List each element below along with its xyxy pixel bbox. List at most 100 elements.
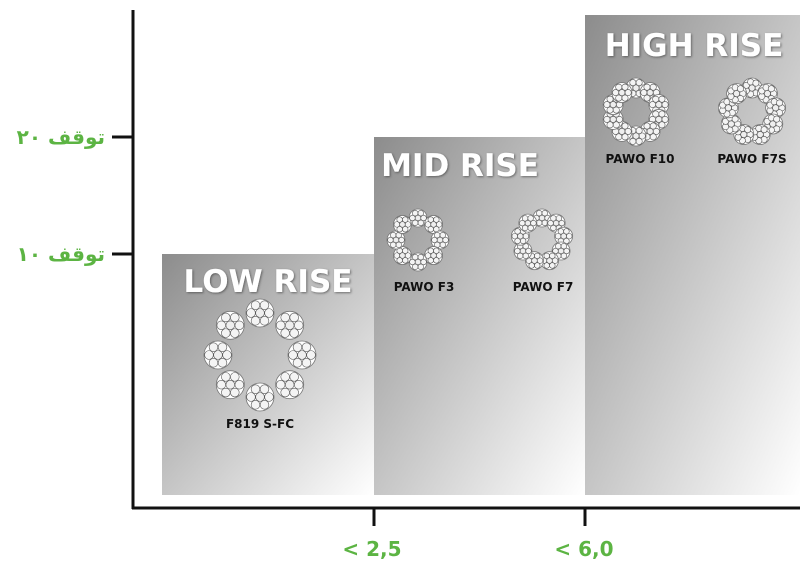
- wire: [427, 216, 434, 223]
- rope-label: PAWO F7: [513, 280, 574, 294]
- wire: [612, 121, 620, 129]
- wire: [285, 380, 295, 390]
- wire: [404, 221, 412, 228]
- wire: [530, 220, 537, 227]
- wire: [395, 241, 402, 248]
- wire: [767, 85, 775, 93]
- wire: [216, 320, 226, 330]
- wire: [230, 328, 240, 338]
- wire: [527, 224, 534, 232]
- block-mid: [374, 137, 585, 495]
- wire: [417, 263, 424, 270]
- wire: [649, 101, 656, 109]
- wire: [417, 210, 424, 217]
- wire: [398, 236, 405, 244]
- wire: [563, 247, 570, 255]
- wire: [294, 380, 304, 390]
- wire: [292, 358, 303, 368]
- wire: [773, 115, 781, 123]
- wire: [402, 247, 409, 254]
- wire: [560, 243, 567, 250]
- wire: [525, 247, 532, 255]
- wire: [528, 262, 535, 269]
- wire: [420, 214, 427, 222]
- wire: [543, 252, 550, 259]
- wire: [230, 372, 240, 382]
- wire: [402, 216, 409, 223]
- wire: [615, 94, 623, 102]
- wire: [603, 115, 611, 123]
- wire: [409, 258, 416, 266]
- wire: [225, 380, 235, 390]
- wire: [519, 220, 526, 227]
- wire: [547, 220, 554, 227]
- x-label: < 2,5: [342, 537, 401, 561]
- wire: [643, 83, 651, 91]
- wire: [543, 262, 550, 269]
- wire: [402, 226, 409, 233]
- wire: [427, 226, 434, 233]
- wire: [635, 127, 643, 134]
- wire: [433, 247, 440, 254]
- wire: [557, 228, 564, 235]
- wire: [221, 328, 231, 338]
- rope-icon: [717, 77, 787, 145]
- block-title: MID RISE: [381, 148, 539, 184]
- wire: [776, 99, 783, 107]
- wire: [234, 380, 245, 390]
- wire: [643, 94, 651, 102]
- rope-label: PAWO F7S: [717, 152, 786, 166]
- wire: [521, 215, 529, 222]
- wire: [221, 312, 231, 323]
- wire: [638, 132, 646, 140]
- wire: [402, 257, 409, 264]
- wire: [514, 228, 521, 235]
- wire: [549, 262, 556, 269]
- wire: [427, 257, 434, 264]
- wire: [606, 95, 614, 103]
- wire: [521, 224, 529, 232]
- wire: [658, 121, 666, 129]
- wire: [433, 257, 440, 264]
- wire: [536, 257, 544, 264]
- wire: [520, 237, 527, 245]
- wire: [652, 95, 660, 103]
- wire: [387, 236, 394, 244]
- wire: [246, 308, 256, 318]
- wire: [221, 372, 231, 382]
- wire: [522, 233, 530, 240]
- wire: [217, 358, 228, 368]
- wire: [259, 384, 270, 394]
- wire: [234, 320, 245, 330]
- wire: [297, 350, 307, 360]
- wire: [225, 320, 235, 330]
- wire: [412, 219, 419, 226]
- wire: [624, 89, 632, 97]
- wire: [280, 328, 290, 338]
- wire: [250, 316, 261, 326]
- rope-icon: [386, 208, 450, 272]
- wire: [289, 372, 299, 382]
- wire: [434, 232, 441, 239]
- wire: [551, 257, 559, 264]
- wire: [204, 350, 214, 360]
- wire: [527, 215, 534, 222]
- wire: [208, 342, 219, 352]
- wire: [661, 115, 669, 123]
- wire: [737, 85, 744, 93]
- wire: [289, 387, 299, 398]
- wire: [522, 252, 529, 259]
- wire: [250, 384, 261, 394]
- wire: [250, 300, 261, 310]
- wire: [661, 101, 669, 109]
- wire: [436, 252, 443, 259]
- wire: [616, 115, 623, 123]
- wire: [246, 392, 256, 402]
- wire: [566, 233, 573, 240]
- wire: [731, 115, 739, 123]
- wire: [275, 320, 286, 330]
- wire: [643, 122, 651, 130]
- wire: [288, 350, 298, 360]
- rope-icon: [203, 298, 317, 412]
